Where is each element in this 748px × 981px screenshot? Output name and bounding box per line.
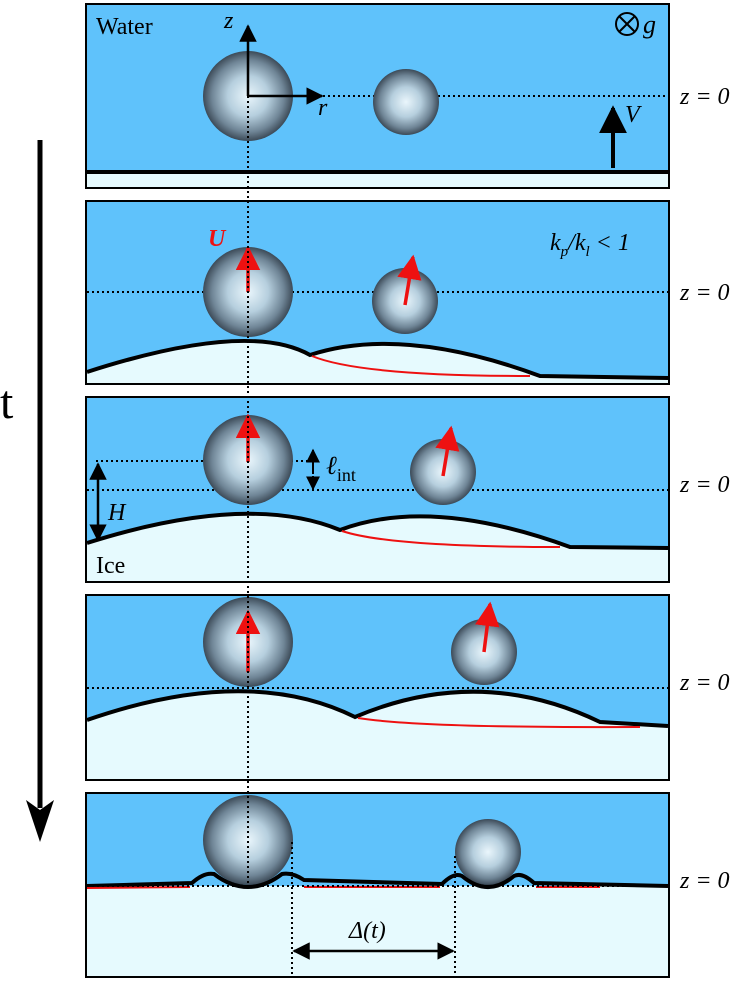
panel-3: ℓint H Ice	[85, 396, 670, 583]
velocity-U-arrow-small-3	[435, 425, 460, 477]
panel-4	[85, 594, 670, 781]
particle-large-5	[203, 795, 293, 885]
ice-label: Ice	[96, 553, 125, 579]
panel-4-ice	[87, 691, 668, 779]
velocity-U-arrow-small-2	[397, 254, 422, 306]
gravity-symbol	[615, 12, 639, 36]
panel-3-ice	[87, 513, 668, 581]
panel-3-front	[86, 511, 669, 550]
r-axis-label: r	[318, 95, 328, 121]
panel-1: Water g z r V	[85, 3, 670, 189]
water-label: Water	[96, 14, 153, 40]
panel-5-front	[86, 871, 669, 889]
velocity-U-label: U	[208, 226, 227, 252]
panel-4-trace	[357, 717, 641, 729]
conductivity-ratio: kp/kl < 1	[550, 230, 630, 260]
z0-label-panel-2: z = 0	[679, 280, 730, 306]
z0-label-panel-5: z = 0	[679, 868, 730, 894]
particle-small-1	[373, 69, 439, 135]
panel-3-trace	[341, 530, 561, 548]
panel-2-trace	[311, 355, 531, 377]
ell-int-label: ℓint	[326, 451, 356, 485]
panel-2-front	[86, 338, 669, 380]
velocity-V-label: V	[625, 102, 642, 128]
height-H-label: H	[107, 500, 127, 526]
z-axis-label: z	[223, 8, 234, 34]
delta-label: Δ(t)	[348, 918, 386, 944]
velocity-U-arrow-small-4	[475, 601, 500, 653]
panel-5-water	[87, 794, 668, 886]
panel-2-ice	[87, 340, 668, 383]
panel-2: U kp/kl < 1	[85, 200, 670, 385]
z0-label-panel-1: z = 0	[679, 84, 730, 110]
panel-4-front	[86, 689, 669, 728]
gravity-label: g	[643, 10, 656, 39]
time-label: t	[0, 376, 14, 429]
z0-label-panel-3: z = 0	[679, 472, 730, 498]
particle-small-5	[455, 819, 521, 885]
time-arrowhead	[26, 800, 54, 842]
panel-5: Δ(t)	[85, 792, 670, 978]
z0-label-panel-4: z = 0	[679, 670, 730, 696]
